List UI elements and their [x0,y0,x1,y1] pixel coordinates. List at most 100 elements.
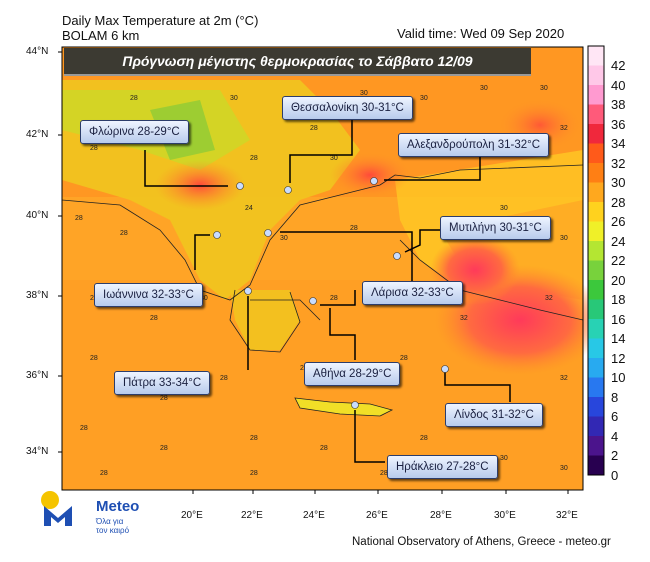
colorbar-tick-label: 16 [611,311,626,327]
label-thessaloniki: Θεσσαλονίκη 30-31°C [282,96,413,120]
colorbar-swatch [588,455,604,475]
svg-text:32: 32 [545,295,553,302]
colorbar-tick-label: 30 [611,175,626,190]
colorbar-tick-label: 38 [611,97,626,112]
colorbar-tick-label: 2 [611,448,619,463]
svg-text:28: 28 [250,470,258,477]
svg-text:28: 28 [320,445,328,452]
svg-text:28: 28 [120,230,128,237]
svg-text:28: 28 [75,215,83,222]
svg-text:28: 28 [250,155,258,162]
colorbar-swatch [588,358,604,378]
svg-text:30: 30 [330,155,338,162]
colorbar-swatch [588,46,604,66]
lon-label: 20°E [181,510,203,521]
svg-text:28: 28 [330,295,338,302]
city-markers [213,177,449,409]
colorbar-tick-label: 36 [611,116,626,132]
colorbar-tick-label: 40 [611,77,626,93]
svg-text:28: 28 [130,95,138,102]
svg-text:28: 28 [90,295,98,302]
lat-label: 38°N [26,290,49,301]
colorbar-tick-label: 20 [611,272,626,288]
label-mytilini: Μυτιλήνη 30-31°C [440,216,551,240]
svg-text:32: 32 [560,125,568,132]
svg-text:28: 28 [90,145,98,152]
colorbar-tick-label: 4 [611,428,619,444]
meteo-logo-icon [41,491,72,526]
colorbar-swatch [588,338,604,358]
svg-text:28: 28 [400,355,408,362]
colorbar-swatch [588,143,604,163]
crete-land [295,398,392,416]
colorbar-tick-label: 32 [611,155,626,171]
colorbar-swatch [588,299,604,319]
svg-text:28: 28 [100,470,108,477]
svg-text:30: 30 [280,235,288,242]
svg-text:28: 28 [310,125,318,132]
lat-label: 36°N [26,370,49,381]
colorbar-swatch [588,182,604,202]
svg-text:28: 28 [350,225,358,232]
leader-lines [144,118,511,463]
label-larisa: Λάρισα 32-33°C [362,281,463,305]
temperature-values: 28 28 28 30 28 30 30 30 30 28 28 30 30 32 32 28 28 2… [75,65,568,477]
valid-time: Valid time: Wed 09 Sep 2020 [397,26,565,41]
colorbar-swatch [588,163,604,183]
colorbar-swatch [588,202,604,222]
footer-credit: National Observatory of Athens, Greece -… [352,536,611,548]
svg-text:32: 32 [560,375,568,382]
label-florina: Φλώρινα 28-29°C [80,120,189,144]
colorbar-tick-label: 10 [611,370,626,385]
svg-text:30: 30 [500,455,508,462]
label-patra: Πάτρα 33-34°C [114,371,211,395]
svg-text:30: 30 [500,205,508,212]
colorbar-tick-label: 24 [611,233,626,249]
svg-text:28: 28 [250,435,258,442]
svg-text:28: 28 [90,355,98,362]
svg-text:28: 28 [160,395,168,402]
colorbar-swatch [588,85,604,105]
colorbar-swatch [588,436,604,456]
logo-name: Meteo [96,498,140,515]
lat-label: 42°N [26,129,49,140]
colorbar-tick-label: 26 [611,214,626,229]
colorbar-swatch [588,280,604,300]
colorbar-swatch [588,377,604,397]
colorbar-tick-label: 42 [611,58,626,73]
forecast-banner: Πρόγνωση μέγιστης θερμοκρασίας το Σάββατ… [64,48,531,76]
svg-text:24: 24 [245,205,253,212]
label-athina: Αθήνα 28-29°C [304,362,401,386]
label-ioannina: Ιωάννινα 32-33°C [94,283,203,307]
lon-label: 30°E [494,510,516,521]
colorbar-swatch [588,124,604,144]
colorbar-tick-label: 6 [611,409,619,424]
colorbar-tick-label: 8 [611,389,619,405]
svg-text:28: 28 [150,315,158,322]
colorbar-swatch [588,104,604,124]
colorbar-swatch [588,260,604,280]
svg-text:30: 30 [200,295,208,302]
svg-text:30: 30 [540,85,548,92]
lon-label: 32°E [556,510,578,521]
label-irakleio: Ηράκλειο 27-28°C [387,455,498,479]
colorbar [587,45,605,476]
svg-text:30: 30 [420,95,428,102]
lon-label: 28°E [430,510,452,521]
colorbar-swatch [588,221,604,241]
lat-label: 40°N [26,210,49,221]
svg-text:30: 30 [360,90,368,97]
svg-text:28: 28 [300,365,308,372]
label-alexandroupoli: Αλεξανδρούπολη 31-32°C [398,133,550,157]
svg-text:28: 28 [420,435,428,442]
svg-text:28: 28 [380,470,388,477]
lat-label: 34°N [26,446,49,457]
lon-label: 24°E [303,510,325,521]
map-title: Daily Max Temperature at 2m (°C) [62,13,259,28]
colorbar-tick-label: 28 [611,194,626,210]
colorbar-swatch [588,319,604,339]
svg-text:30: 30 [480,85,488,92]
lon-label: 22°E [241,510,263,521]
colorbar-swatch [588,241,604,261]
